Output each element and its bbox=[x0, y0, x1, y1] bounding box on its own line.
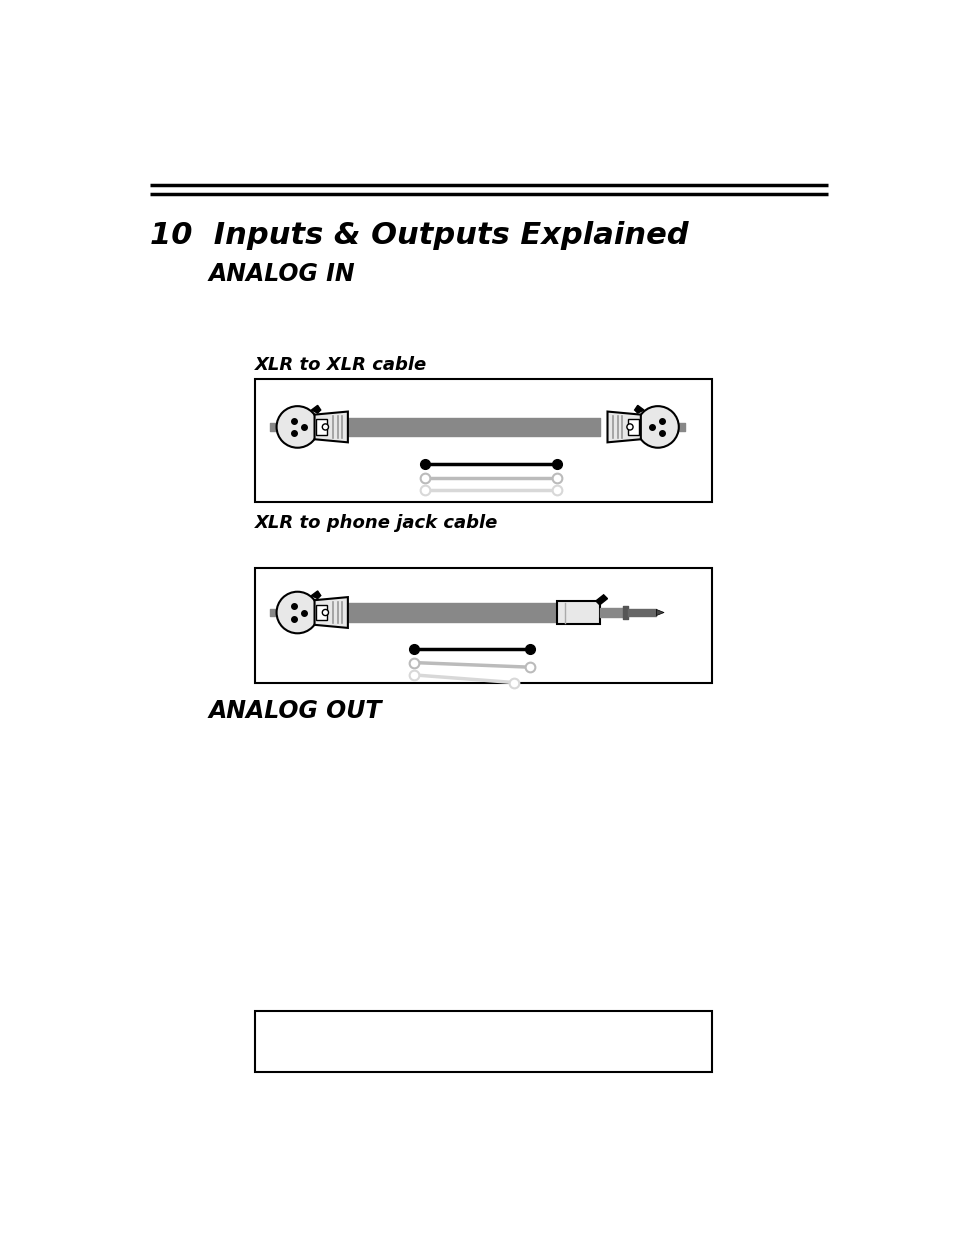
Bar bbox=[254, 1010, 711, 1072]
Polygon shape bbox=[596, 595, 607, 605]
Bar bbox=[315, 605, 327, 620]
Circle shape bbox=[276, 406, 318, 448]
Polygon shape bbox=[311, 405, 320, 412]
Bar bbox=[628, 419, 639, 435]
Text: 10  Inputs & Outputs Explained: 10 Inputs & Outputs Explained bbox=[150, 221, 688, 251]
Circle shape bbox=[322, 609, 328, 615]
Polygon shape bbox=[314, 597, 348, 627]
Polygon shape bbox=[656, 609, 663, 615]
Text: ANALOG IN: ANALOG IN bbox=[208, 262, 355, 287]
Bar bbox=[315, 419, 327, 435]
Circle shape bbox=[637, 406, 679, 448]
Polygon shape bbox=[311, 592, 320, 599]
Circle shape bbox=[322, 424, 328, 430]
Circle shape bbox=[626, 424, 633, 430]
Text: XLR to phone jack cable: XLR to phone jack cable bbox=[254, 514, 497, 532]
Text: XLR to XLR cable: XLR to XLR cable bbox=[254, 356, 427, 374]
Bar bbox=[254, 379, 711, 503]
Polygon shape bbox=[634, 405, 643, 412]
Polygon shape bbox=[607, 411, 640, 442]
Text: ANALOG OUT: ANALOG OUT bbox=[208, 699, 381, 722]
Bar bbox=[254, 568, 711, 683]
Circle shape bbox=[276, 592, 318, 634]
Bar bbox=[557, 601, 599, 624]
Polygon shape bbox=[314, 411, 348, 442]
